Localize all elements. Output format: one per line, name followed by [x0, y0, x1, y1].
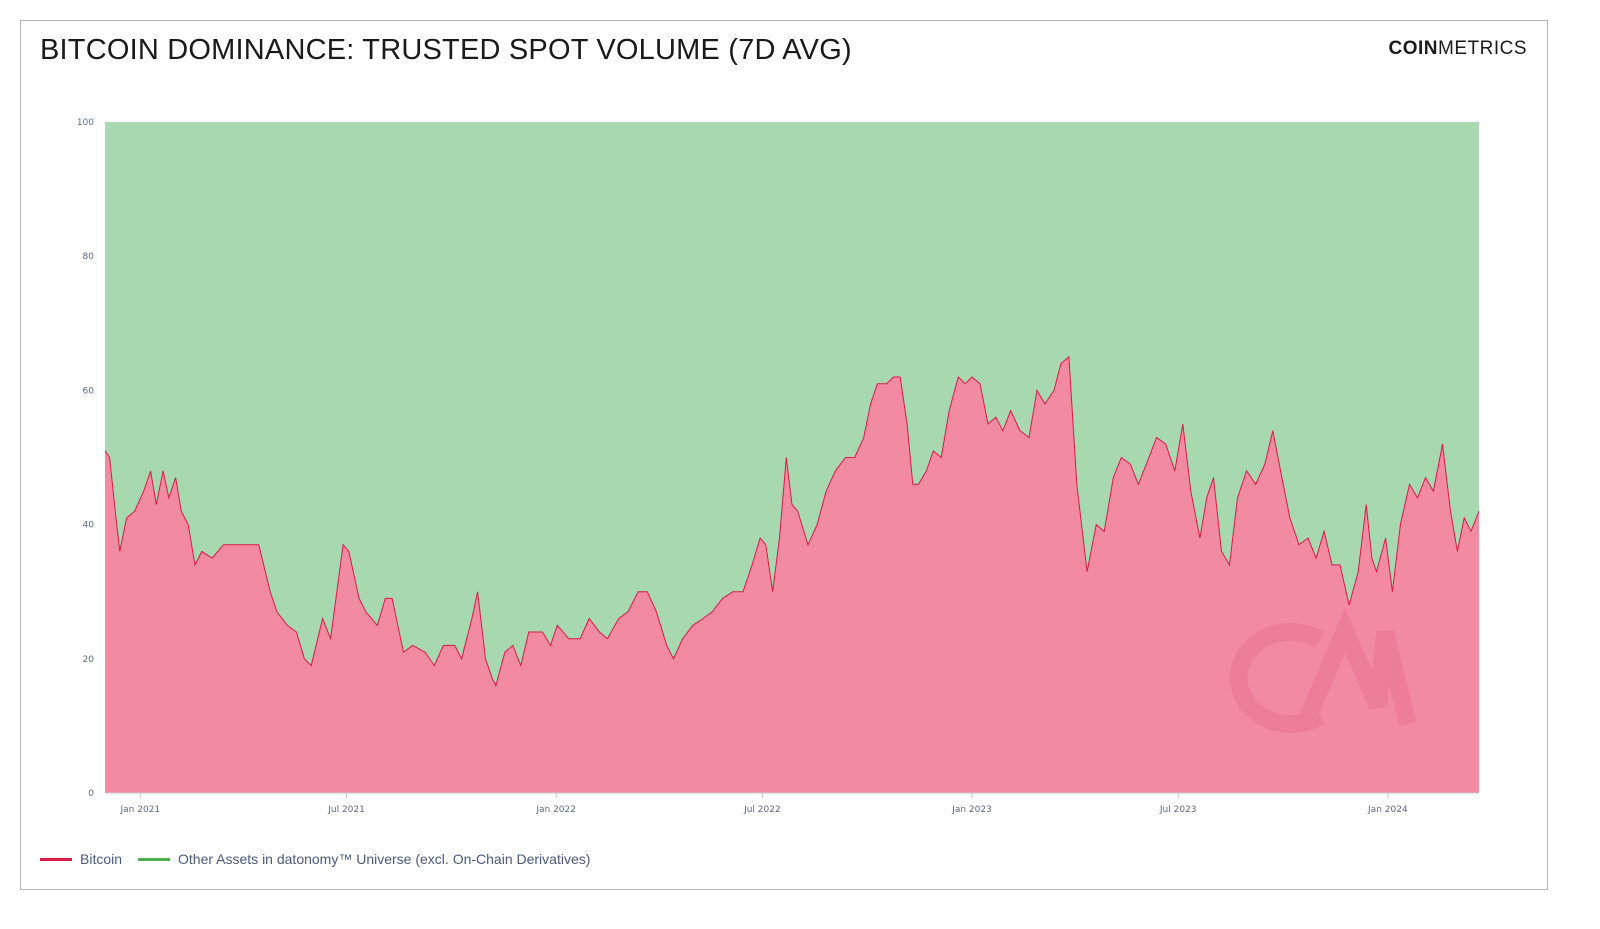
x-tick-label: Jan 2023: [951, 805, 992, 815]
y-tick-label: 100: [77, 118, 94, 128]
other-assets-swatch: [138, 857, 171, 861]
legend-item-bitcoin[interactable]: Bitcoin: [40, 851, 122, 867]
bitcoin-line: [104, 355, 1480, 687]
y-tick-label: 60: [83, 386, 95, 396]
legend-label-other-assets: Other Assets in datonomy™ Universe (excl…: [178, 851, 591, 867]
legend-item-other-assets[interactable]: Other Assets in datonomy™ Universe (excl…: [138, 851, 590, 867]
y-tick-label: 0: [88, 789, 94, 799]
coinmetrics-logo: COINMETRICS: [1389, 38, 1528, 60]
y-tick-label: 40: [83, 521, 95, 531]
coinmetrics-watermark: [1229, 607, 1417, 733]
y-tick-label: 80: [83, 252, 95, 262]
x-tick-label: Jul 2022: [743, 805, 781, 815]
x-tick-label: Jan 2022: [535, 805, 576, 815]
y-tick-label: 20: [83, 655, 95, 665]
y-axis: 0 20 40 60 80 100: [77, 118, 94, 799]
x-axis: Jan 2021 Jul 2021 Jan 2022 Jul 2022 Jan 2023…: [119, 793, 1408, 815]
x-tick-label: Jan 2021: [119, 805, 160, 815]
bitcoin-swatch: [40, 857, 72, 861]
bitcoin-area: [105, 356, 1479, 793]
x-tick-label: Jan 2024: [1367, 805, 1408, 815]
x-tick-label: Jul 2021: [327, 805, 365, 815]
legend: Bitcoin Other Assets in datonomy™ Univer…: [40, 851, 590, 867]
logo-bold-text: COIN: [1388, 38, 1438, 59]
x-tick-label: Jul 2023: [1159, 805, 1197, 815]
logo-light-text: METRICS: [1438, 38, 1527, 59]
legend-label-bitcoin: Bitcoin: [80, 851, 123, 867]
chart-title: BITCOIN DOMINANCE: TRUSTED SPOT VOLUME (…: [40, 34, 852, 66]
